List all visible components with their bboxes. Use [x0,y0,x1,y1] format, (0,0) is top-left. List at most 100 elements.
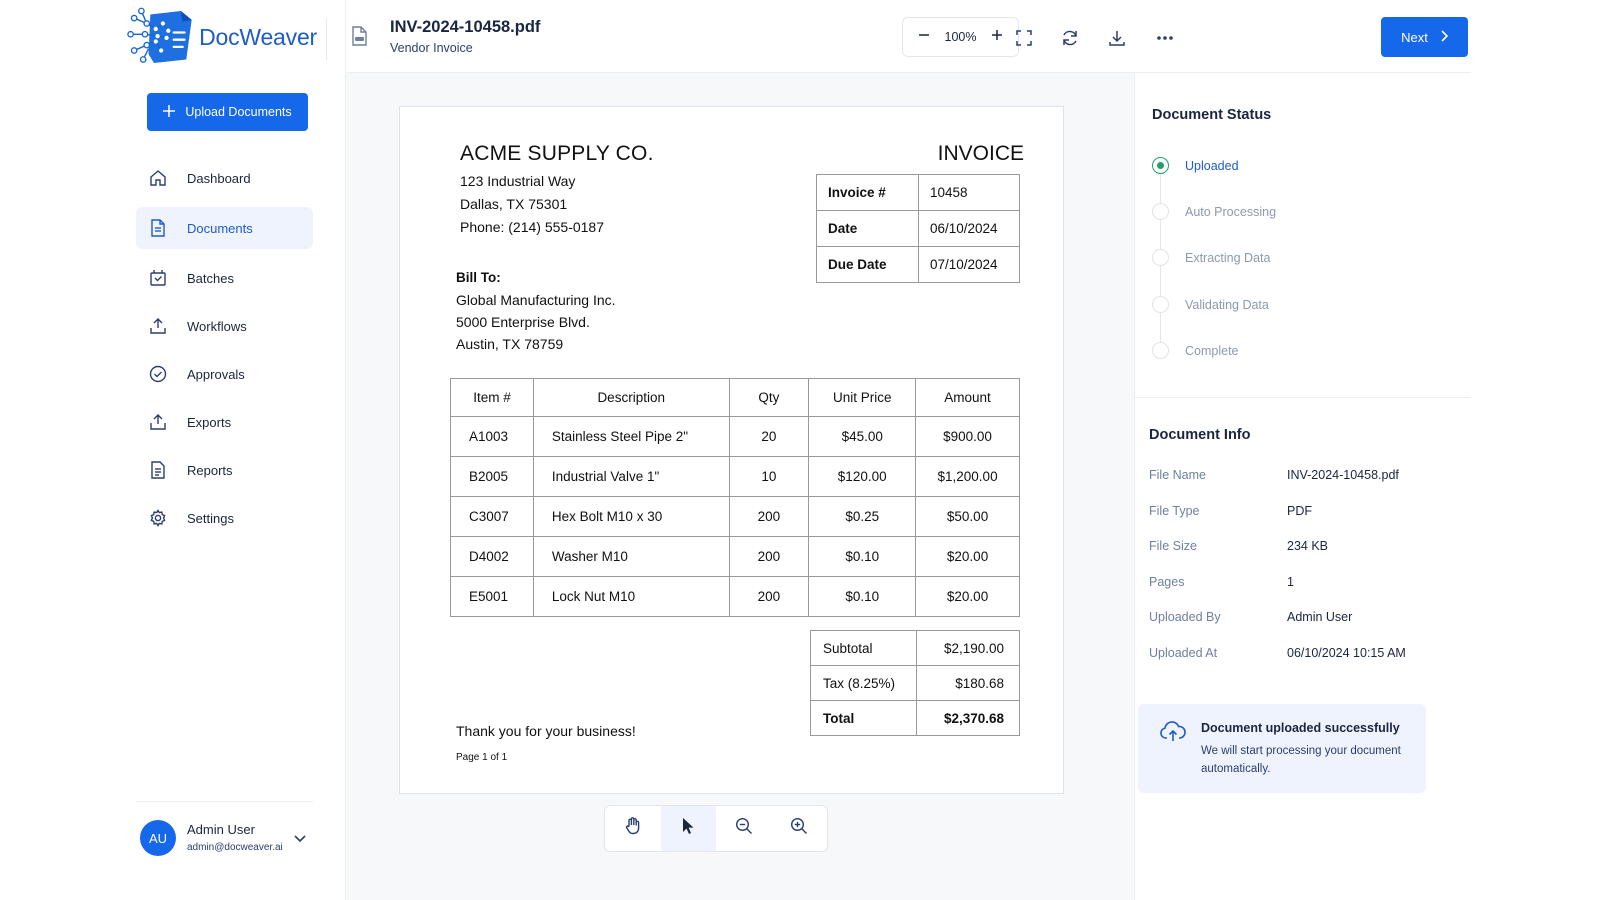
sidebar-item-exports[interactable]: Exports [136,401,313,443]
item-unit-price: $0.10 [808,536,917,577]
sidebar-item-label: Settings [187,510,234,526]
user-email: admin@docweaver.ai [187,842,283,853]
zoom-out-tool[interactable] [716,806,772,851]
plus-icon [163,104,176,120]
header-rule [345,72,1471,73]
item-description: Washer M10 [532,536,730,577]
gear-icon [148,508,168,528]
item-code: C3007 [450,496,534,537]
sidebar-item-approvals[interactable]: Approvals [136,353,313,395]
table-row: A1003 Stainless Steel Pipe 2" 20 $45.00 … [450,416,1020,457]
zoom-control: 100% [902,17,1019,57]
item-description: Stainless Steel Pipe 2" [532,416,730,457]
item-unit-price: $0.10 [808,576,917,617]
vendor-address-line: 123 Industrial Way [460,173,576,189]
sidebar-item-reports[interactable]: Reports [136,449,313,491]
column-header: Description [532,378,730,417]
item-amount: $1,200.00 [915,456,1020,497]
bill-to-line: Austin, TX 78759 [456,336,564,352]
item-amount: $20.00 [915,576,1020,617]
status-step-uploaded: Uploaded [1152,157,1239,174]
status-step-auto-processing: Auto Processing [1152,203,1276,220]
item-code: D4002 [450,536,534,577]
meta-key: Due Date [816,246,919,283]
chevron-down-icon[interactable] [294,830,306,848]
sidebar-item-batches[interactable]: Batches [136,257,313,299]
plus-icon[interactable] [990,28,1004,47]
sidebar-footer-divider [136,801,313,802]
column-header: Unit Price [808,378,917,417]
item-description: Lock Nut M10 [532,576,730,617]
item-unit-price: $120.00 [808,456,917,497]
column-header: Qty [728,378,810,417]
info-value: 234 KB [1287,539,1329,553]
info-key: Pages [1149,575,1185,589]
page-number: Page 1 of 1 [456,752,508,763]
zoom-in-tool[interactable] [772,806,828,851]
right-panel-divider [1134,73,1135,900]
item-amount: $50.00 [915,496,1020,537]
batches-icon [148,268,168,288]
hand-tool[interactable] [605,806,661,851]
next-button[interactable]: Next [1381,17,1468,57]
info-key: Uploaded At [1149,646,1218,660]
item-qty: 200 [728,536,810,577]
total-value: $2,370.68 [916,700,1020,736]
more-icon[interactable] [1154,27,1176,49]
sidebar-item-label: Exports [187,414,232,430]
sidebar-divider [345,0,346,900]
sidebar-item-workflows[interactable]: Workflows [136,305,313,347]
logo-icon [127,7,192,64]
vendor-name: ACME SUPPLY CO. [460,142,654,165]
totals-table: Subtotal $2,190.00 Tax (8.25%) $180.68 Tot… [810,630,1020,736]
column-header: Amount [915,378,1020,417]
toast-title: Document uploaded successfully [1201,721,1400,735]
meta-value: 07/10/2024 [918,246,1020,283]
cloud-upload-icon [1159,720,1187,749]
status-step-validating: Validating Data [1152,296,1269,313]
pdf-file-icon [351,26,367,51]
meta-value: 10458 [918,174,1020,211]
item-qty: 20 [728,416,810,457]
table-row: Due Date 07/10/2024 [816,246,1020,283]
download-icon[interactable] [1106,27,1128,49]
item-code: B2005 [450,456,534,497]
reports-icon [148,460,168,480]
check-circle-icon [1152,157,1169,174]
table-row: B2005 Industrial Valve 1" 10 $120.00 $1,… [450,456,1020,497]
bill-to-label: Bill To: [456,270,501,285]
next-button-label: Next [1401,29,1428,45]
pending-circle-icon [1152,249,1169,266]
info-value: Admin User [1287,610,1353,624]
table-row: Total $2,370.68 [810,700,1020,736]
document-kind: INVOICE [937,142,1024,165]
item-unit-price: $45.00 [808,416,917,457]
sidebar-item-label: Reports [187,462,233,478]
hand-icon [623,816,643,841]
sidebar-item-settings[interactable]: Settings [136,497,313,539]
avatar[interactable]: AU [140,820,176,856]
sidebar-item-dashboard[interactable]: Dashboard [136,157,313,199]
sidebar-item-label: Batches [187,270,234,286]
table-header-row: Item # Description Qty Unit Price Amount [450,378,1020,417]
table-row: D4002 Washer M10 200 $0.10 $20.00 [450,536,1020,577]
upload-documents-button[interactable]: Upload Documents [147,93,308,131]
export-icon [148,412,168,432]
app-shell: DocWeaver INV-2024-10458.pdf Vendor Invo… [127,0,1471,900]
minus-icon[interactable] [917,28,931,47]
item-description: Industrial Valve 1" [532,456,730,497]
vendor-phone: Phone: (214) 555-0187 [460,219,604,235]
select-tool[interactable] [660,806,716,851]
refresh-icon[interactable] [1059,27,1081,49]
pending-circle-icon [1152,296,1169,313]
meta-key: Date [816,210,919,247]
column-header: Item # [450,378,534,417]
zoom-level: 100% [944,30,977,44]
info-value: INV-2024-10458.pdf [1287,468,1399,482]
pending-circle-icon [1152,203,1169,220]
app-logo[interactable]: DocWeaver [127,2,317,72]
fullscreen-icon[interactable] [1013,27,1035,49]
subtotal-value: $2,190.00 [916,630,1020,666]
sidebar-item-documents[interactable]: Documents [136,207,313,249]
